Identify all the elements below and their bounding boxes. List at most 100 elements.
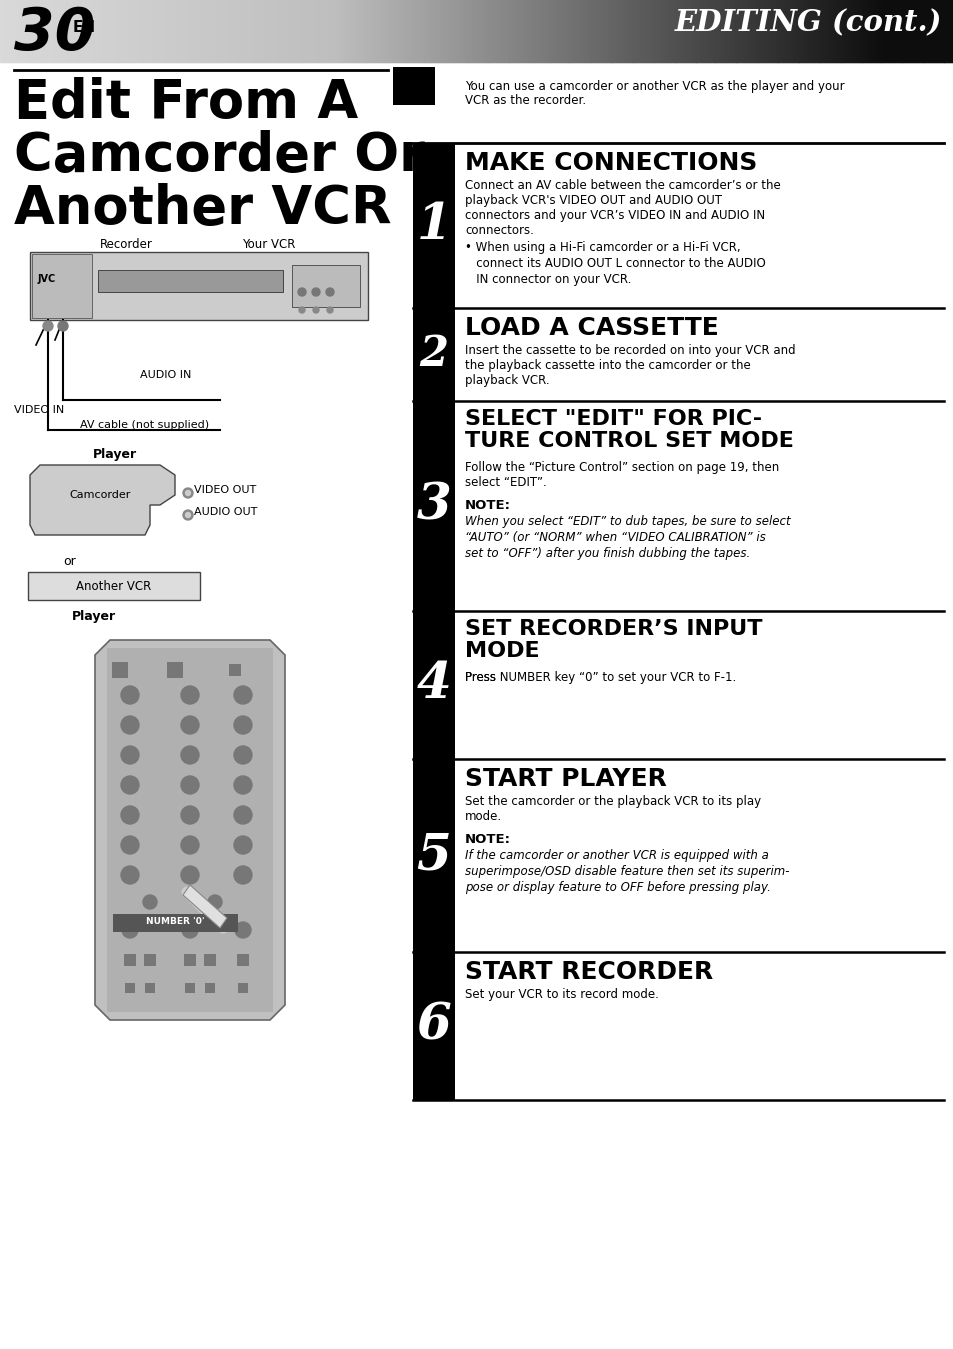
Bar <box>848 0 851 62</box>
Bar <box>263 0 266 62</box>
Bar <box>416 0 418 62</box>
Bar <box>236 954 249 966</box>
Bar <box>608 0 611 62</box>
Bar <box>301 0 304 62</box>
Bar <box>299 0 302 62</box>
Bar <box>431 0 434 62</box>
Bar <box>560 0 563 62</box>
Bar <box>137 0 140 62</box>
Bar <box>602 0 605 62</box>
Bar <box>71 0 73 62</box>
Bar <box>10 0 12 62</box>
Bar <box>76 0 79 62</box>
Bar <box>389 0 392 62</box>
Bar <box>888 0 891 62</box>
Bar <box>734 0 737 62</box>
Bar <box>663 0 666 62</box>
Circle shape <box>297 287 306 295</box>
Bar <box>347 0 350 62</box>
Bar <box>276 0 279 62</box>
Text: NOTE:: NOTE: <box>464 499 511 513</box>
Bar <box>25 0 28 62</box>
Bar <box>627 0 630 62</box>
Text: When you select “EDIT” to dub tapes, be sure to select
“AUTO” (or “NORM” when “V: When you select “EDIT” to dub tapes, be … <box>464 515 790 560</box>
Text: AV cable (not supplied): AV cable (not supplied) <box>80 420 209 430</box>
Bar <box>175 0 178 62</box>
Circle shape <box>326 287 334 295</box>
Bar <box>492 0 495 62</box>
Bar <box>740 0 742 62</box>
Bar <box>144 954 156 966</box>
Bar <box>210 0 213 62</box>
Bar <box>801 0 803 62</box>
Bar <box>736 0 739 62</box>
Bar <box>343 0 346 62</box>
Bar <box>709 0 712 62</box>
Bar <box>261 0 264 62</box>
Bar <box>55 0 58 62</box>
Bar <box>778 0 781 62</box>
Bar <box>568 0 571 62</box>
Bar <box>413 611 455 759</box>
Text: VIDEO OUT: VIDEO OUT <box>193 486 256 495</box>
Bar <box>810 0 813 62</box>
Bar <box>606 0 609 62</box>
Bar <box>557 0 559 62</box>
Bar <box>167 662 183 679</box>
Bar <box>330 0 333 62</box>
Bar <box>684 0 687 62</box>
Circle shape <box>233 746 252 764</box>
Bar <box>654 0 657 62</box>
Bar <box>120 0 123 62</box>
Bar <box>612 0 615 62</box>
Bar <box>177 0 180 62</box>
Bar <box>539 0 542 62</box>
Bar <box>372 0 375 62</box>
Bar <box>97 0 100 62</box>
Bar <box>917 0 920 62</box>
Text: Edit From A: Edit From A <box>14 77 358 130</box>
Bar <box>820 0 822 62</box>
Bar <box>478 0 481 62</box>
Bar <box>949 0 952 62</box>
Bar <box>579 0 582 62</box>
Bar <box>480 0 483 62</box>
Bar <box>831 0 834 62</box>
Bar <box>680 0 683 62</box>
Bar <box>732 0 735 62</box>
Bar <box>273 0 275 62</box>
Bar <box>530 0 533 62</box>
Bar <box>162 0 165 62</box>
Bar <box>879 0 882 62</box>
Bar <box>109 0 112 62</box>
Bar <box>414 0 416 62</box>
Bar <box>719 0 721 62</box>
Bar <box>292 264 359 308</box>
Bar <box>644 0 647 62</box>
Bar <box>558 0 561 62</box>
Bar <box>785 0 788 62</box>
Bar <box>639 0 641 62</box>
Bar <box>116 0 119 62</box>
Bar <box>212 0 214 62</box>
Bar <box>463 0 466 62</box>
Bar <box>541 0 544 62</box>
Bar <box>316 0 319 62</box>
Bar <box>829 0 832 62</box>
Bar <box>564 0 567 62</box>
Bar <box>522 0 525 62</box>
Bar <box>335 0 338 62</box>
Bar <box>332 0 335 62</box>
Bar <box>715 0 718 62</box>
Text: Recorder: Recorder <box>100 237 152 251</box>
Text: NUMBER '0': NUMBER '0' <box>146 916 204 925</box>
Bar <box>461 0 464 62</box>
Bar <box>69 0 71 62</box>
Bar <box>913 0 916 62</box>
Bar <box>903 0 906 62</box>
Bar <box>898 0 901 62</box>
Text: START RECORDER: START RECORDER <box>464 960 713 983</box>
Bar <box>631 0 634 62</box>
Bar <box>923 0 925 62</box>
Bar <box>448 0 451 62</box>
